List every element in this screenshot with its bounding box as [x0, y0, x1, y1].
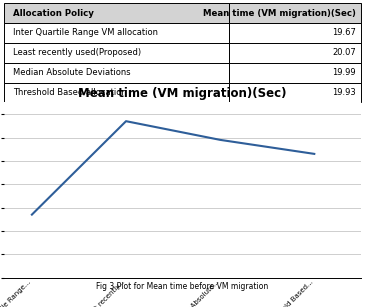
Text: Fig 3 Plot for Mean time before VM migration: Fig 3 Plot for Mean time before VM migra…	[96, 282, 269, 291]
Title: Mean time (VM migration)(Sec): Mean time (VM migration)(Sec)	[78, 87, 287, 100]
